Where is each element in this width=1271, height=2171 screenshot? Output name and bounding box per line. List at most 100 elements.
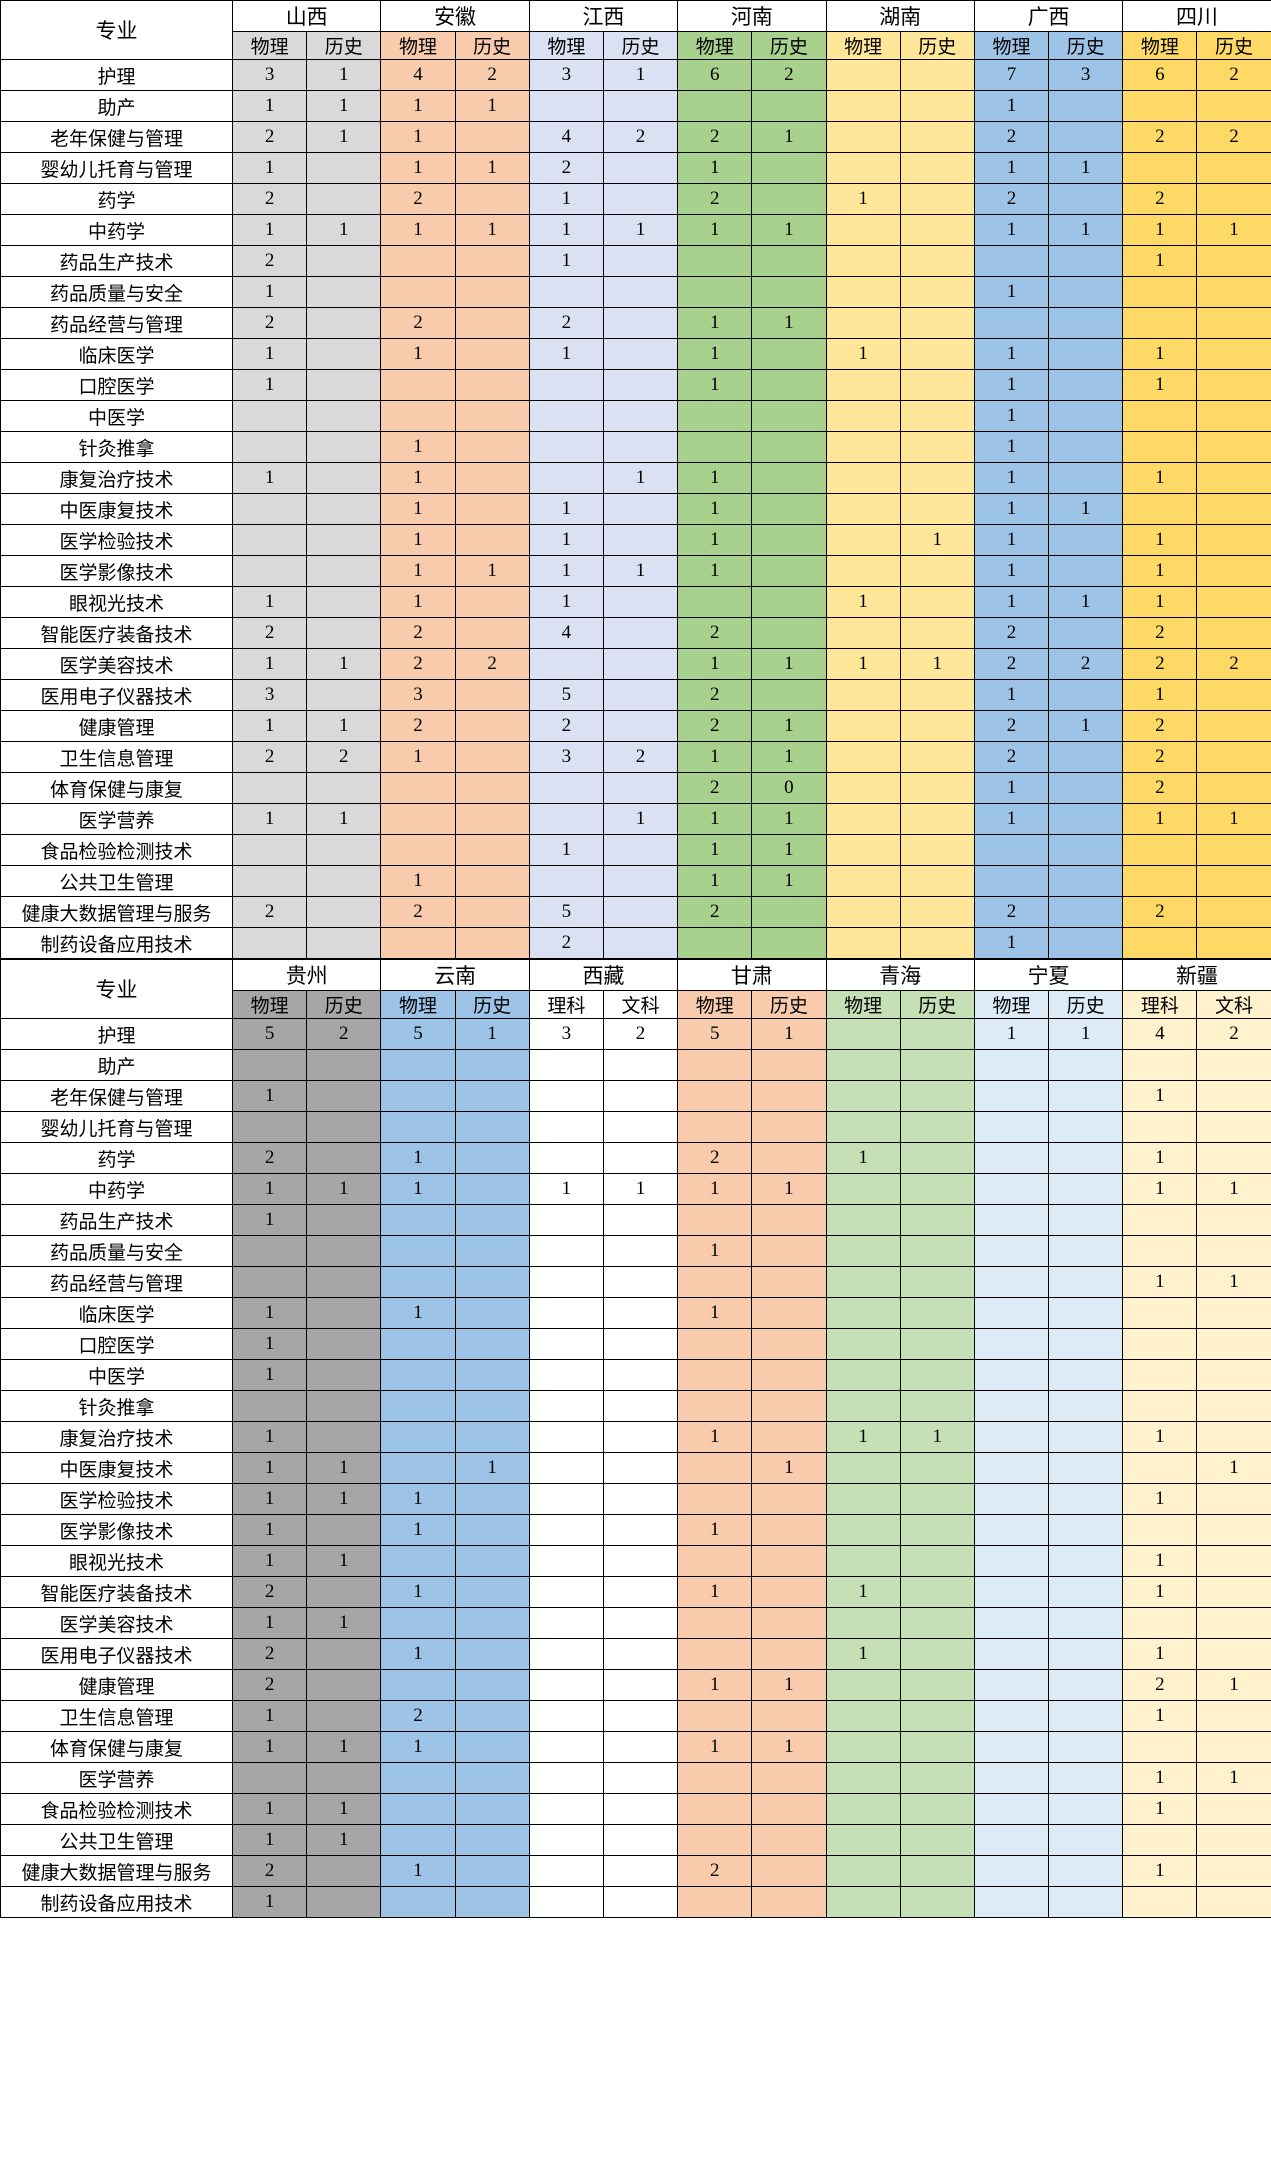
value-cell <box>1048 369 1124 401</box>
value-cell: 2 <box>1122 741 1198 773</box>
value-cell <box>973 1545 1050 1577</box>
value-cell: 1 <box>454 1452 530 1484</box>
value-cell <box>528 1514 604 1546</box>
value-cell: 1 <box>528 214 604 246</box>
value-cell <box>751 1762 827 1794</box>
subject-header-山西-历史: 历史 <box>306 31 382 60</box>
value-cell: 1 <box>380 152 456 184</box>
value-cell <box>306 679 382 711</box>
value-cell <box>1048 896 1124 928</box>
value-cell <box>231 1111 308 1143</box>
value-cell: 1 <box>751 307 827 339</box>
value-cell: 1 <box>677 834 753 866</box>
subject-header-四川-历史: 历史 <box>1196 31 1271 60</box>
major-name-cell: 药学 <box>0 1142 233 1174</box>
value-cell: 1 <box>380 586 456 618</box>
value-cell <box>454 803 530 835</box>
table-row: 医用电子仪器技术 2 1 1 1 <box>0 1638 1271 1670</box>
value-cell <box>899 121 975 153</box>
major-name-cell: 医学美容技术 <box>0 1607 233 1639</box>
value-cell <box>1122 1390 1198 1422</box>
value-cell <box>825 679 901 711</box>
value-cell: 2 <box>1048 648 1124 680</box>
subject-header-贵州-物理: 物理 <box>231 990 308 1019</box>
value-cell <box>825 121 901 153</box>
value-cell <box>454 1514 530 1546</box>
value-cell: 2 <box>677 183 753 215</box>
value-cell <box>825 1607 901 1639</box>
major-name-cell: 医用电子仪器技术 <box>0 1638 233 1670</box>
table-row: 临床医学 1 1 1 <box>0 1297 1271 1329</box>
value-cell <box>1048 1266 1124 1298</box>
value-cell: 1 <box>231 462 308 494</box>
value-cell <box>1196 927 1271 959</box>
value-cell <box>677 1700 753 1732</box>
value-cell: 1 <box>1122 1173 1198 1205</box>
value-cell <box>751 1514 827 1546</box>
value-cell <box>1196 1886 1271 1918</box>
value-cell <box>899 1359 975 1391</box>
value-cell: 1 <box>973 338 1050 370</box>
major-name-cell: 口腔医学 <box>0 369 233 401</box>
value-cell: 2 <box>380 1700 456 1732</box>
value-cell <box>973 1886 1050 1918</box>
value-cell <box>602 90 679 122</box>
value-cell <box>528 772 604 804</box>
value-cell: 1 <box>1122 1793 1198 1825</box>
value-cell <box>602 338 679 370</box>
value-cell: 2 <box>973 741 1050 773</box>
value-cell <box>677 431 753 463</box>
value-cell <box>1048 1328 1124 1360</box>
table-row: 临床医学 1 1 1 1 1 1 1 <box>0 338 1271 370</box>
value-cell: 3 <box>528 741 604 773</box>
major-name-cell: 药学 <box>0 183 233 215</box>
value-cell <box>825 1886 901 1918</box>
value-cell: 1 <box>528 586 604 618</box>
value-cell <box>602 710 679 742</box>
table-row: 护理 3 1 4 2 3 1 6 2 7 3 6 2 <box>0 59 1271 91</box>
value-cell: 3 <box>231 59 308 91</box>
value-cell: 1 <box>231 1545 308 1577</box>
value-cell <box>899 276 975 308</box>
subject-header-row: 物理 历史 物理 历史 物理 历史 物理 历史 物理 历史 物理 历史 物理 历史 <box>1 31 1271 60</box>
value-cell <box>231 431 308 463</box>
value-cell: 1 <box>1122 1266 1198 1298</box>
value-cell: 1 <box>677 152 753 184</box>
value-cell: 1 <box>1122 803 1198 835</box>
major-name-cell: 药品经营与管理 <box>0 1266 233 1298</box>
table-row: 中医学 1 <box>0 1359 1271 1391</box>
major-name-cell: 公共卫生管理 <box>0 865 233 897</box>
value-cell: 1 <box>1048 586 1124 618</box>
value-cell <box>899 90 975 122</box>
value-cell: 1 <box>231 369 308 401</box>
value-cell <box>825 462 901 494</box>
value-cell <box>454 1731 530 1763</box>
value-cell: 2 <box>306 1018 382 1050</box>
major-name-cell: 药品经营与管理 <box>0 307 233 339</box>
value-cell <box>677 927 753 959</box>
value-cell <box>380 1266 456 1298</box>
table-row: 护理 5 2 5 1 3 2 5 1 1 1 4 2 <box>0 1018 1271 1050</box>
value-cell <box>1048 431 1124 463</box>
value-cell <box>1048 555 1124 587</box>
subject-header-四川-物理: 物理 <box>1122 31 1198 60</box>
value-cell: 1 <box>677 493 753 525</box>
value-cell: 1 <box>1196 1762 1271 1794</box>
major-name-cell: 中医学 <box>0 400 233 432</box>
value-cell <box>751 555 827 587</box>
value-cell <box>454 1235 530 1267</box>
value-cell <box>1196 369 1271 401</box>
value-cell <box>1048 1142 1124 1174</box>
value-cell <box>1048 1452 1124 1484</box>
value-cell <box>899 803 975 835</box>
value-cell <box>677 1204 753 1236</box>
value-cell: 1 <box>602 462 679 494</box>
value-cell <box>380 927 456 959</box>
value-cell <box>1048 1638 1124 1670</box>
value-cell <box>528 1297 604 1329</box>
table-row: 老年保健与管理 1 1 <box>0 1080 1271 1112</box>
major-name-cell: 临床医学 <box>0 1297 233 1329</box>
value-cell <box>306 338 382 370</box>
value-cell: 1 <box>528 493 604 525</box>
value-cell: 2 <box>677 121 753 153</box>
